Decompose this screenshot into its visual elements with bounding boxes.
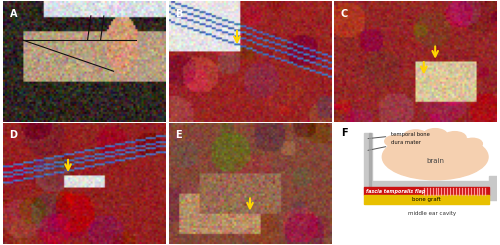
- Ellipse shape: [463, 138, 482, 149]
- Ellipse shape: [444, 132, 466, 144]
- Text: F: F: [341, 128, 347, 138]
- Text: E: E: [175, 130, 182, 140]
- Text: middle ear cavity: middle ear cavity: [408, 211, 456, 216]
- Bar: [364, 196, 489, 204]
- Bar: [364, 187, 489, 196]
- Text: temporal bone: temporal bone: [368, 132, 430, 139]
- Bar: [489, 176, 497, 200]
- Text: C: C: [341, 9, 348, 19]
- Text: dura mater: dura mater: [368, 140, 422, 150]
- Text: bone graft: bone graft: [412, 197, 440, 202]
- Bar: [372, 181, 489, 187]
- Ellipse shape: [423, 129, 448, 142]
- Text: fascia temporalis flap: fascia temporalis flap: [366, 189, 426, 194]
- Text: brain: brain: [426, 158, 444, 163]
- Bar: [370, 133, 372, 189]
- Text: A: A: [10, 9, 17, 19]
- Text: D: D: [10, 130, 18, 140]
- Ellipse shape: [382, 134, 488, 180]
- Ellipse shape: [404, 130, 428, 143]
- Bar: [364, 133, 372, 189]
- Ellipse shape: [385, 135, 407, 147]
- Text: B: B: [175, 9, 182, 19]
